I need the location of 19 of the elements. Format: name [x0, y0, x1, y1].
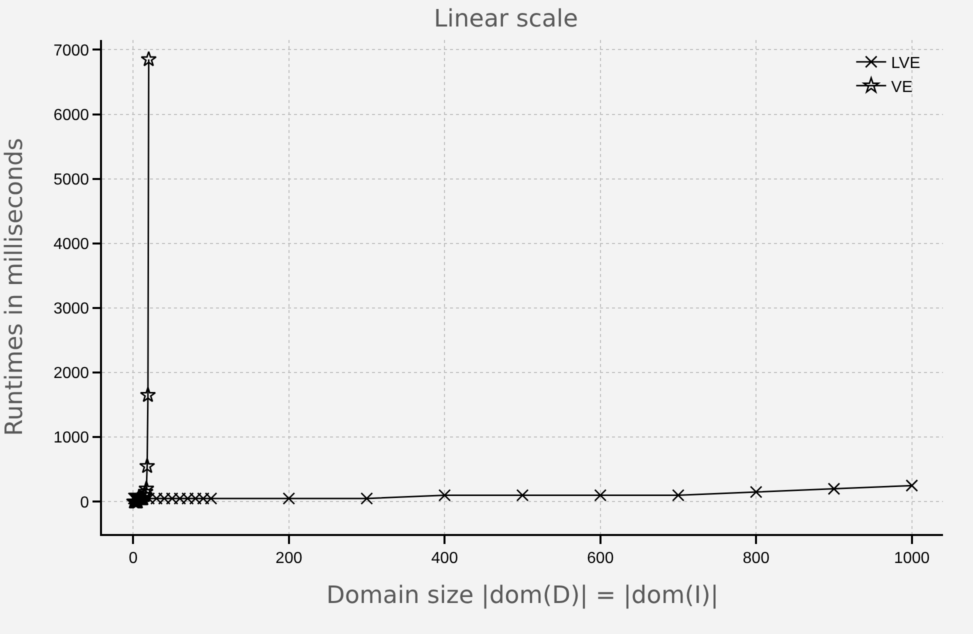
y-tick-label: 6000 — [53, 106, 90, 124]
y-tick-label: 7000 — [53, 42, 90, 60]
y-tick-label: 5000 — [53, 171, 90, 188]
x-tick-label: 800 — [742, 550, 770, 567]
y-axis-title: Runtimes in milliseconds — [0, 138, 28, 436]
y-tick-label: 3000 — [53, 300, 90, 318]
x-tick-label: 400 — [431, 550, 458, 567]
chart-title: Linear scale — [434, 4, 578, 32]
y-tick-label: 2000 — [53, 365, 90, 382]
y-tick-label: 0 — [80, 494, 90, 512]
x-tick-label: 600 — [587, 550, 614, 567]
y-tick-label: 4000 — [53, 236, 90, 254]
y-tick-label: 1000 — [53, 430, 90, 447]
x-tick-label: 0 — [128, 550, 138, 567]
x-tick-label: 1000 — [894, 550, 930, 567]
legend-label: LVE — [891, 55, 920, 72]
x-axis-title: Domain size |dom(D)| = |dom(I)| — [326, 580, 719, 609]
legend-label: VE — [891, 78, 913, 96]
x-tick-label: 200 — [276, 550, 302, 567]
